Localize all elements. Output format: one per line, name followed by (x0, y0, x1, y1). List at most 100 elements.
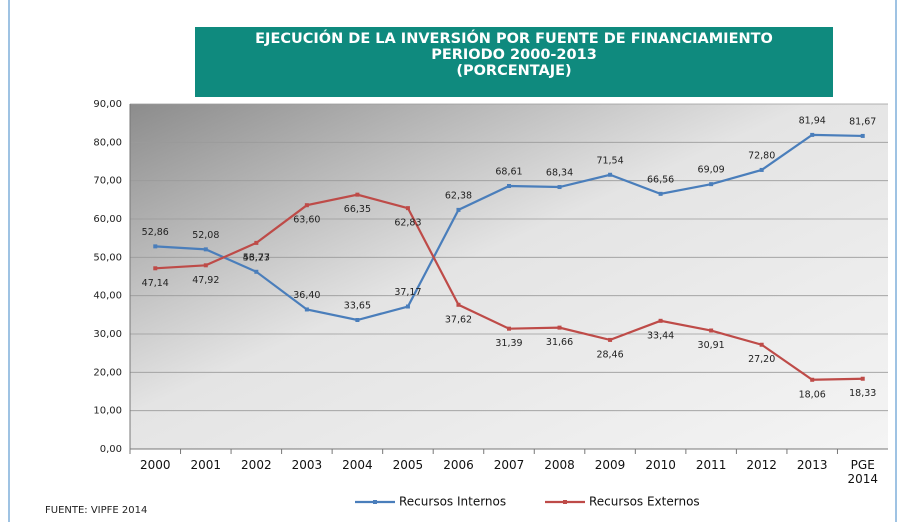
y-tick-label: 0,00 (100, 444, 122, 455)
x-tick-label: PGE 2014 (847, 458, 878, 486)
marker (507, 326, 511, 331)
marker (759, 167, 764, 172)
x-tick-label: 2011 (696, 458, 727, 472)
marker (405, 304, 410, 309)
marker (355, 318, 360, 323)
data-label: 46,23 (243, 252, 270, 263)
x-tick-label: 2001 (191, 458, 222, 472)
marker (254, 269, 259, 274)
data-label: 63,60 (293, 215, 320, 226)
x-tick-label-line: 2001 (191, 458, 222, 472)
data-label: 47,92 (192, 275, 219, 286)
y-tick-label: 30,00 (93, 329, 122, 340)
marker (557, 185, 562, 190)
x-tick-label-line: 2009 (595, 458, 626, 472)
y-tick-label: 10,00 (93, 406, 122, 417)
data-label: 37,62 (445, 314, 472, 325)
marker (456, 207, 461, 212)
x-tick-label: 2000 (140, 458, 171, 472)
data-label: 37,17 (394, 287, 421, 298)
x-tick-label-line: 2007 (494, 458, 525, 472)
x-tick-label: 2004 (342, 458, 373, 472)
chart-title: PERIODO 2000-2013 (431, 47, 597, 63)
data-label: 52,08 (192, 230, 219, 241)
data-label: 31,66 (546, 337, 573, 348)
title-box (195, 27, 833, 97)
data-label: 69,09 (698, 165, 725, 176)
source: FUENTE: VIPFE 2014 (45, 505, 147, 516)
x-tick-label: 2010 (645, 458, 676, 472)
data-label: 53,77 (243, 252, 270, 263)
data-label: 62,38 (445, 190, 472, 201)
x-tick-label-line: 2006 (443, 458, 474, 472)
plot-area (130, 104, 888, 449)
marker (709, 328, 714, 333)
marker (810, 377, 815, 382)
y-tick-label: 90,00 (93, 99, 122, 110)
x-tick-label: 2002 (241, 458, 272, 472)
x-tick-label-line: 2014 (847, 472, 878, 486)
data-label: 52,86 (142, 227, 169, 238)
marker (658, 318, 663, 323)
marker (709, 182, 714, 187)
marker (860, 376, 865, 381)
marker (153, 266, 158, 271)
marker (355, 192, 360, 197)
data-label: 62,83 (394, 218, 421, 229)
data-label: 18,06 (799, 389, 826, 400)
data-label: 66,35 (344, 204, 371, 215)
x-tick-label: 2008 (544, 458, 575, 472)
x-tick-label-line: 2008 (544, 458, 575, 472)
x-tick-label: 2013 (797, 458, 828, 472)
marker (860, 133, 865, 138)
legend-label: Recursos Externos (589, 495, 700, 509)
marker (658, 191, 663, 196)
data-label: 33,65 (344, 301, 371, 312)
marker (810, 132, 815, 137)
data-label: 31,39 (495, 338, 522, 349)
marker (304, 307, 309, 312)
marker (507, 183, 511, 188)
data-label: 72,80 (748, 150, 775, 161)
x-tick-label: 2012 (746, 458, 777, 472)
marker (608, 337, 613, 342)
x-tick-label-line: 2000 (140, 458, 171, 472)
chart-title: EJECUCIÓN DE LA INVERSIÓN POR FUENTE DE … (255, 29, 773, 47)
x-tick-label: 2009 (595, 458, 626, 472)
legend-marker (563, 500, 567, 504)
x-tick-label-line: 2005 (393, 458, 424, 472)
x-tick-label-line: 2002 (241, 458, 272, 472)
data-label: 30,91 (698, 340, 725, 351)
y-tick-label: 60,00 (93, 214, 122, 225)
legend-marker (373, 500, 377, 504)
y-tick-label: 40,00 (93, 291, 122, 302)
marker (557, 325, 562, 330)
data-label: 28,46 (596, 349, 623, 360)
marker (759, 342, 764, 347)
marker (304, 203, 309, 208)
y-tick-label: 20,00 (93, 367, 122, 378)
x-tick-label-line: 2010 (645, 458, 676, 472)
marker (608, 172, 613, 177)
data-label: 81,67 (849, 116, 876, 127)
x-tick-label: 2005 (393, 458, 424, 472)
data-label: 68,34 (546, 168, 573, 179)
marker (405, 206, 410, 211)
x-tick-label-line: 2013 (797, 458, 828, 472)
x-tick-label-line: 2012 (746, 458, 777, 472)
x-tick-label-line: PGE (851, 458, 875, 472)
data-label: 68,61 (495, 166, 522, 177)
x-tick-label: 2003 (292, 458, 323, 472)
marker (456, 302, 461, 307)
data-label: 36,40 (293, 290, 320, 301)
data-label: 81,94 (799, 115, 826, 126)
data-label: 33,44 (647, 330, 674, 341)
y-tick-label: 80,00 (93, 137, 122, 148)
x-tick-label-line: 2011 (696, 458, 727, 472)
data-label: 71,54 (596, 155, 623, 166)
y-tick-label: 70,00 (93, 176, 122, 187)
data-label: 66,56 (647, 174, 674, 185)
legend-label: Recursos Internos (399, 495, 506, 509)
chart-title: (PORCENTAJE) (456, 63, 571, 79)
